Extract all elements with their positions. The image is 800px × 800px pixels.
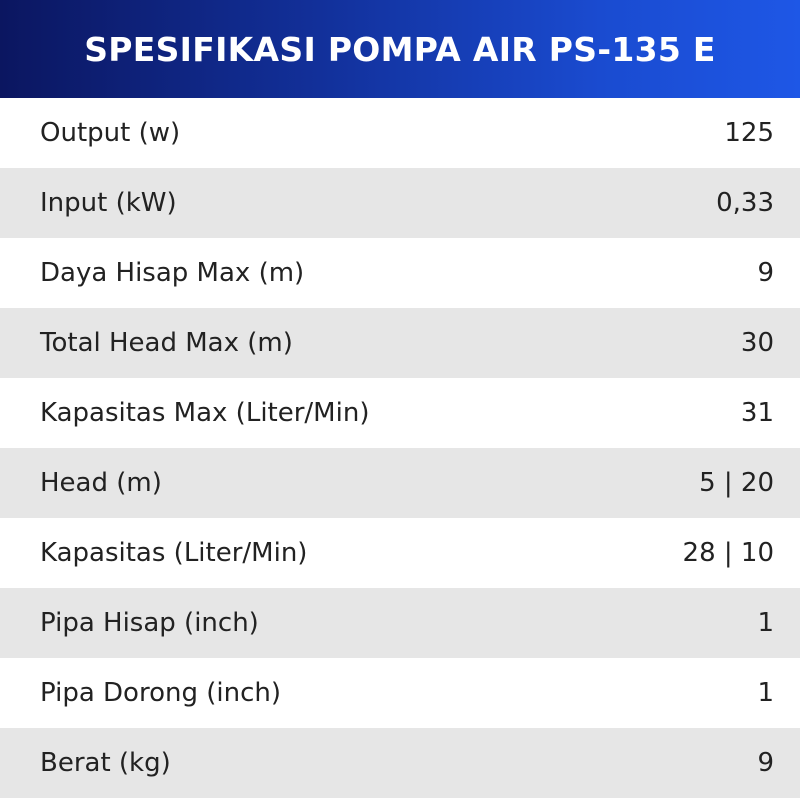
spec-label: Pipa Hisap (inch) bbox=[40, 608, 259, 638]
spec-label: Berat (kg) bbox=[40, 748, 171, 778]
spec-row: Output (w) 125 bbox=[0, 98, 800, 168]
spec-label: Output (w) bbox=[40, 118, 181, 148]
spec-value: 31 bbox=[740, 398, 774, 428]
spec-row: Daya Hisap Max (m) 9 bbox=[0, 238, 800, 308]
spec-label: Pipa Dorong (inch) bbox=[40, 678, 281, 708]
spec-label: Daya Hisap Max (m) bbox=[40, 258, 305, 288]
spec-value: 0,33 bbox=[716, 188, 774, 218]
spec-table: Output (w) 125 Input (kW) 0,33 Daya Hisap Ma… bbox=[0, 98, 800, 798]
title: SPESIFIKASI POMPA AIR PS-135 E bbox=[84, 29, 716, 69]
spec-row: Kapasitas (Liter/Min) 28 | 10 bbox=[0, 518, 800, 588]
spec-value: 9 bbox=[757, 258, 774, 288]
header-banner: SPESIFIKASI POMPA AIR PS-135 E bbox=[0, 0, 800, 98]
spec-value: 30 bbox=[740, 328, 774, 358]
spec-value: 1 bbox=[757, 608, 774, 638]
spec-value: 5 | 20 bbox=[699, 468, 774, 498]
spec-row: Pipa Dorong (inch) 1 bbox=[0, 658, 800, 728]
spec-row: Input (kW) 0,33 bbox=[0, 168, 800, 238]
spec-label: Input (kW) bbox=[40, 188, 177, 218]
spec-value: 9 bbox=[757, 748, 774, 778]
spec-value: 125 bbox=[724, 118, 774, 148]
spec-row: Kapasitas Max (Liter/Min) 31 bbox=[0, 378, 800, 448]
spec-row: Total Head Max (m) 30 bbox=[0, 308, 800, 378]
spec-value: 1 bbox=[757, 678, 774, 708]
spec-row: Berat (kg) 9 bbox=[0, 728, 800, 798]
spec-value: 28 | 10 bbox=[682, 538, 774, 568]
spec-label: Kapasitas (Liter/Min) bbox=[40, 538, 308, 568]
spec-label: Head (m) bbox=[40, 468, 162, 498]
spec-row: Pipa Hisap (inch) 1 bbox=[0, 588, 800, 658]
spec-row: Head (m) 5 | 20 bbox=[0, 448, 800, 518]
spec-label: Kapasitas Max (Liter/Min) bbox=[40, 398, 370, 428]
spec-label: Total Head Max (m) bbox=[40, 328, 293, 358]
